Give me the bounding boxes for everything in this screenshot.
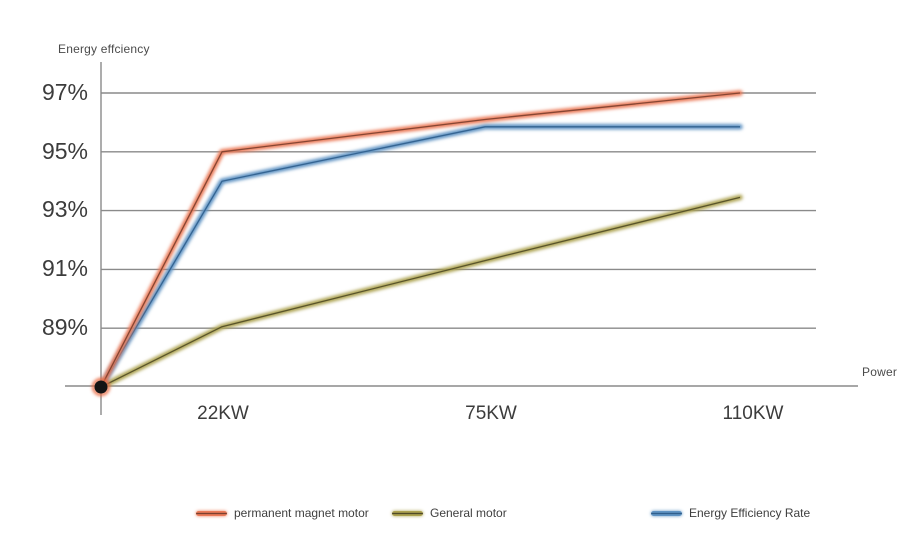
x-axis-title: Power [862,365,898,379]
y-tick-97: 97% [41,79,88,105]
data-series-lines [98,90,743,390]
axes [65,62,858,415]
legend-item-permanent-magnet-motor: permanent magnet motor [196,506,369,520]
legend-swatch-energy-efficiency-rate [651,510,682,516]
legend-swatch-general-motor [392,510,423,516]
legend-item-energy-efficiency-rate: Energy Efficiency Rate [651,506,810,520]
x-tick-110kw: 110KW [722,403,784,424]
y-axis-title: Energy effciency [58,42,150,56]
x-tick-22kw: 22KW [197,403,249,424]
y-tick-91: 91% [41,255,88,281]
y-tick-95: 95% [41,138,88,164]
legend-label-permanent-magnet-motor: permanent magnet motor [234,506,369,520]
y-tick-93: 93% [41,196,88,222]
x-tick-75kw: 75KW [465,403,517,424]
origin-point-marker [92,378,110,396]
y-tick-89: 89% [41,314,88,340]
legend-swatch-permanent-magnet-motor [196,510,227,516]
legend-label-general-motor: General motor [430,506,507,520]
legend-label-energy-efficiency-rate: Energy Efficiency Rate [689,506,811,520]
legend-item-general-motor: General motor [392,506,507,520]
